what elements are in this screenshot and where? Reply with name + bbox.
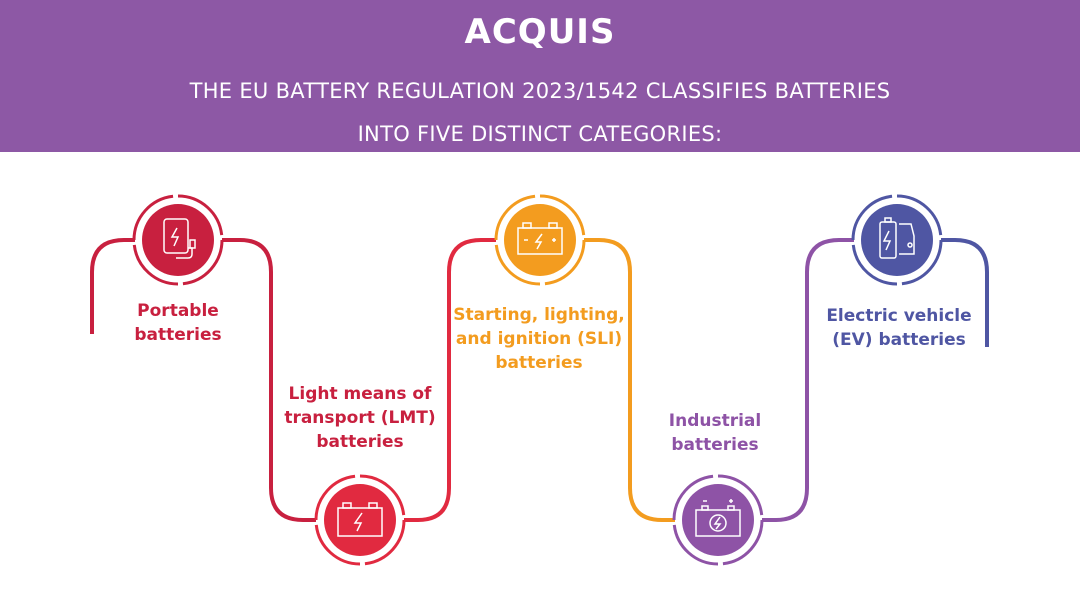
- car-battery-icon: [337, 502, 383, 537]
- connector-line: [404, 238, 496, 522]
- category-label-sli: Starting, lighting, and ignition (SLI) b…: [453, 305, 625, 373]
- lmt-battery-node: [314, 474, 406, 566]
- category-label-portable: Portable batteries: [134, 301, 222, 345]
- header-banner: ACQUIS THE EU BATTERY REGULATION 2023/15…: [0, 0, 1080, 152]
- connector-line: [90, 238, 135, 334]
- ev-battery-node: [851, 194, 943, 286]
- acquis-logo: ACQUIS: [464, 12, 616, 52]
- portable-battery-node: [132, 194, 224, 286]
- category-label-industrial: Industrial batteries: [668, 411, 762, 455]
- connector-line: [584, 238, 675, 522]
- connector-line: [941, 238, 989, 347]
- ev-battery-icon: [879, 217, 915, 259]
- sli-battery-node: [494, 194, 586, 286]
- connector-line: [762, 238, 854, 522]
- connector-line: [222, 238, 316, 522]
- page-title: THE EU BATTERY REGULATION 2023/1542 CLAS…: [189, 79, 891, 146]
- category-label-lmt: Light means of transport (LMT) batteries: [284, 384, 436, 452]
- industrial-battery-icon: [695, 499, 741, 537]
- category-label-ev: Electric vehicle (EV) batteries: [826, 306, 972, 350]
- industrial-battery-node: [672, 474, 764, 566]
- power-bank-icon: [163, 218, 196, 259]
- car-battery-icon: [517, 222, 563, 255]
